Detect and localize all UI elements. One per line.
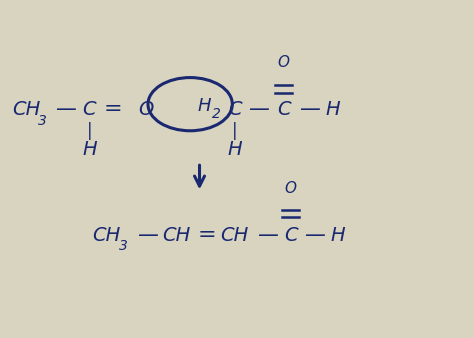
Text: C: C (284, 226, 298, 245)
Text: |: | (87, 122, 92, 140)
Text: —: — (55, 99, 76, 119)
Text: CH: CH (220, 226, 249, 245)
Text: 2: 2 (211, 107, 220, 121)
Text: —: — (137, 225, 158, 245)
Text: H: H (330, 226, 345, 245)
Text: H: H (326, 100, 340, 119)
Text: CH: CH (91, 226, 120, 245)
Text: |: | (232, 122, 237, 140)
Text: CH: CH (162, 226, 190, 245)
Text: 3: 3 (119, 239, 128, 253)
Text: —: — (299, 99, 320, 119)
Text: H: H (82, 140, 97, 159)
Text: C: C (228, 100, 241, 119)
Text: C: C (277, 100, 291, 119)
Text: O: O (285, 182, 297, 196)
Text: =: = (197, 225, 216, 245)
Text: C: C (82, 100, 96, 119)
Text: 3: 3 (38, 114, 47, 128)
Text: H: H (228, 140, 242, 159)
Text: —: — (304, 225, 325, 245)
Text: =: = (103, 99, 122, 119)
Text: O: O (138, 100, 154, 119)
Text: CH: CH (12, 100, 40, 119)
Text: H: H (198, 97, 211, 115)
Text: —: — (247, 99, 268, 119)
Text: —: — (257, 225, 278, 245)
Text: O: O (278, 55, 290, 70)
